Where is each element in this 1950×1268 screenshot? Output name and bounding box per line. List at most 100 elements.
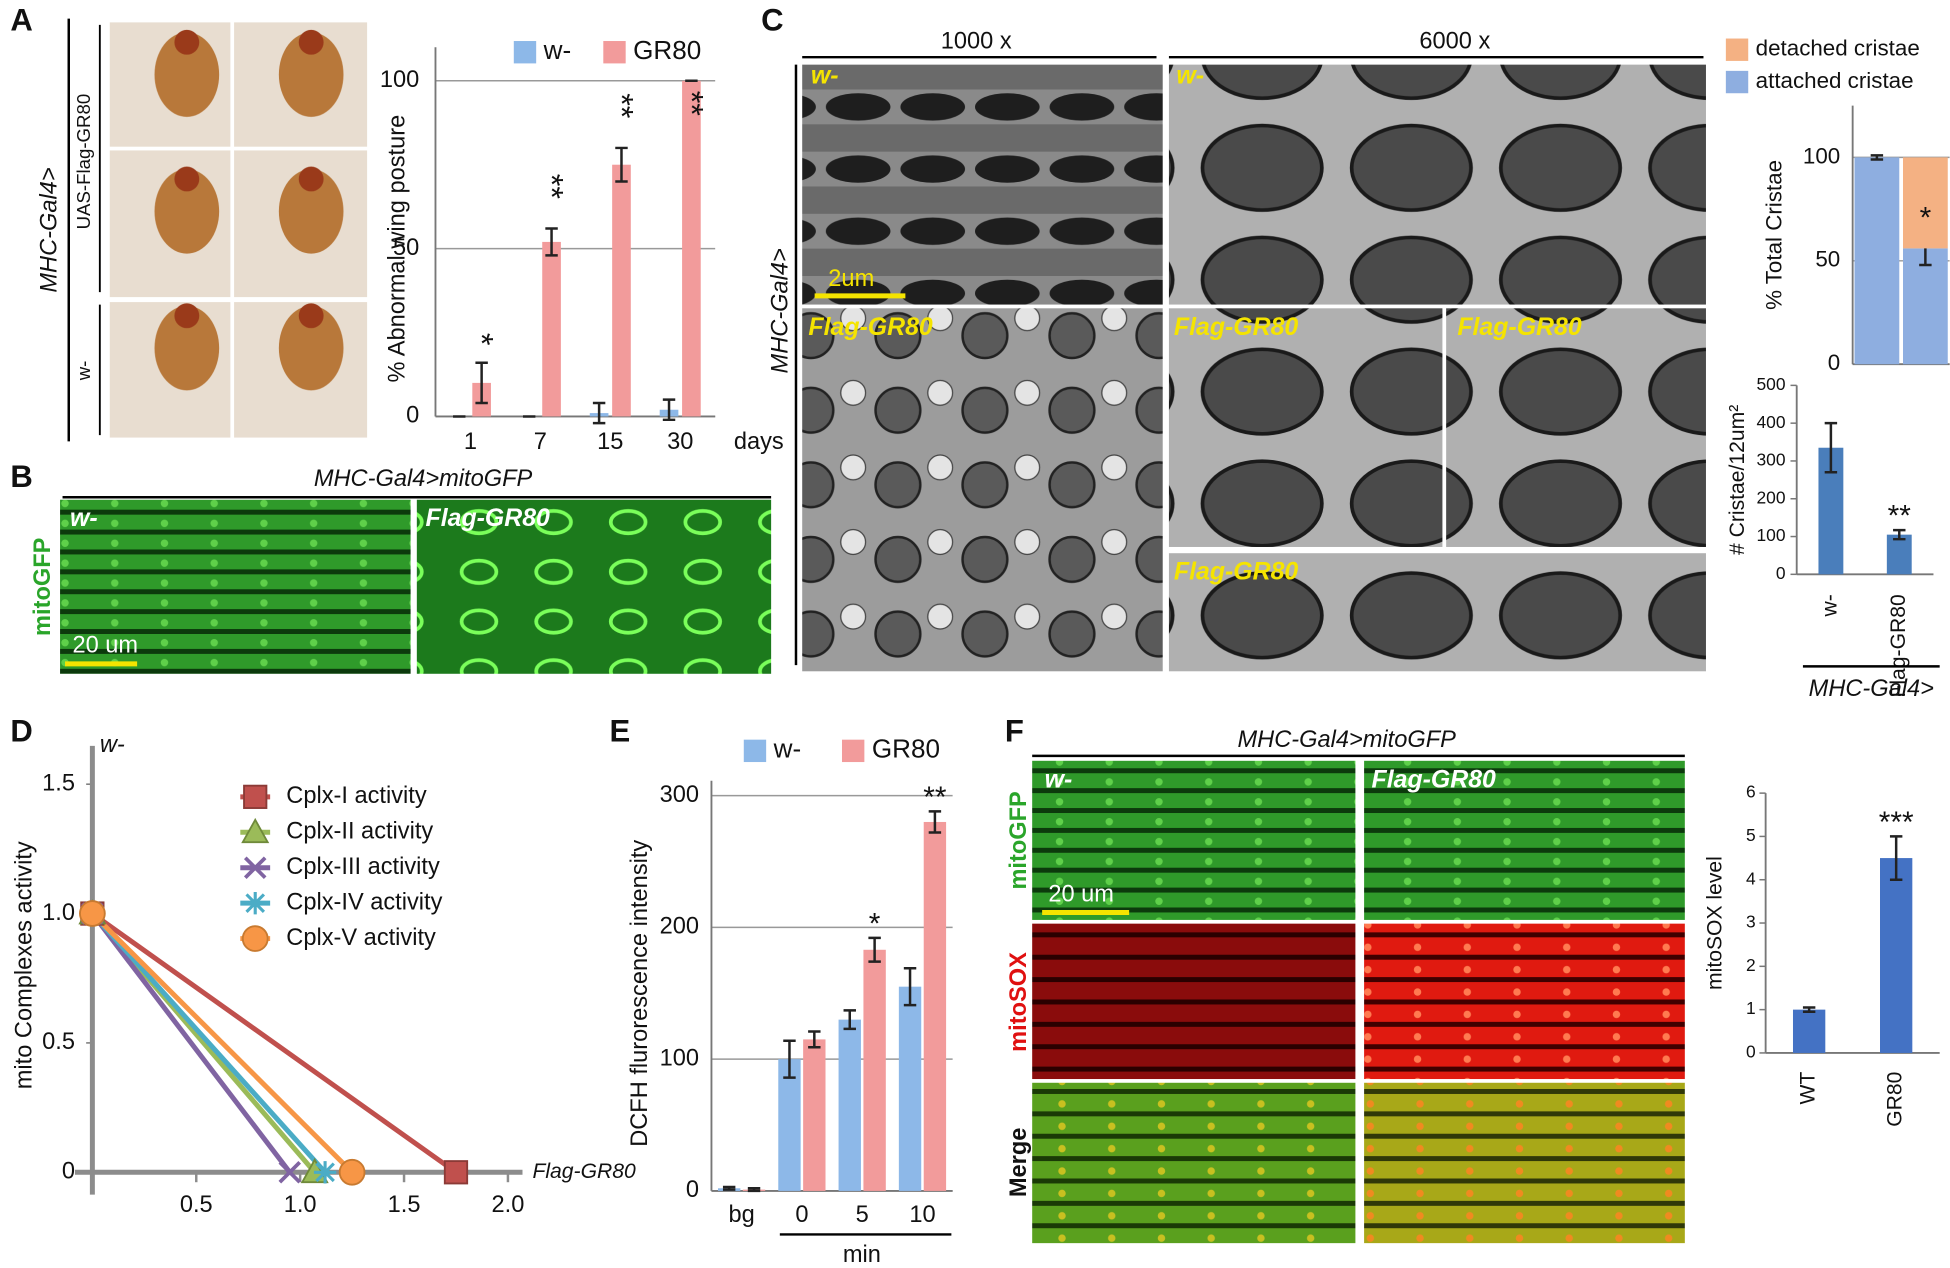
y-axis-label: mito Complexes activity bbox=[11, 841, 37, 1089]
scale-bar-label: 20 um bbox=[1048, 881, 1114, 907]
y-tick-label: 300 bbox=[660, 782, 699, 808]
y-tick-label: 0 bbox=[62, 1159, 75, 1185]
x-tick-label: 10 bbox=[909, 1202, 935, 1228]
bar bbox=[542, 241, 561, 417]
bar bbox=[1854, 157, 1900, 365]
row-label: UAS-Flag-GR80 bbox=[73, 94, 94, 230]
magnification: 6000 x bbox=[1419, 29, 1490, 55]
panel-letter: D bbox=[10, 714, 32, 749]
significance: * bbox=[1920, 201, 1932, 234]
row-label: mitoGFP bbox=[1006, 791, 1032, 889]
marker bbox=[243, 784, 268, 809]
image-label: w- bbox=[811, 62, 839, 90]
y-tick-label: 0 bbox=[406, 403, 419, 429]
legend-label: w- bbox=[543, 35, 572, 65]
error-bar bbox=[592, 401, 606, 425]
legend-label: GR80 bbox=[633, 35, 701, 65]
bar bbox=[1880, 858, 1913, 1053]
genotype-label: MHC-Gal4> bbox=[767, 248, 793, 373]
y-tick-label: 100 bbox=[660, 1045, 699, 1071]
x-axis-label: MHC-Gal4> bbox=[1809, 676, 1934, 702]
marker bbox=[313, 1161, 337, 1184]
genotype-label: MHC-Gal4> bbox=[36, 167, 62, 292]
legend-label: detached cristae bbox=[1756, 36, 1920, 61]
legend-swatch bbox=[1725, 70, 1749, 94]
legend-label: w- bbox=[773, 734, 802, 764]
significance: * bbox=[869, 907, 881, 940]
micrograph bbox=[416, 499, 772, 674]
bar bbox=[612, 164, 631, 417]
panel-title: MHC-Gal4>mitoGFP bbox=[314, 466, 533, 492]
x-tick-label: 7 bbox=[534, 429, 547, 455]
marker bbox=[443, 1160, 469, 1185]
y-tick-label: 2 bbox=[1746, 955, 1756, 975]
bar bbox=[1903, 157, 1948, 249]
legend-label: attached cristae bbox=[1756, 68, 1914, 93]
legend-swatch bbox=[513, 41, 537, 64]
y-tick-label: 0.5 bbox=[42, 1029, 75, 1055]
bar bbox=[863, 949, 886, 1191]
significance: ** bbox=[603, 93, 639, 119]
error-bar bbox=[868, 936, 881, 963]
line bbox=[90, 911, 354, 1175]
significance: *** bbox=[1879, 806, 1914, 839]
significance: ** bbox=[1888, 500, 1912, 533]
image-label: Flag-GR80 bbox=[1174, 558, 1298, 586]
y-tick-label: 3 bbox=[1746, 912, 1756, 932]
y-axis-label: % Abnormal wing posture bbox=[384, 115, 410, 383]
error-bar bbox=[747, 1187, 761, 1193]
x-tick-label: 1 bbox=[464, 429, 477, 455]
bar bbox=[838, 1019, 861, 1191]
error-bar bbox=[1824, 421, 1838, 474]
row-label: w- bbox=[73, 361, 94, 382]
panel-letter: E bbox=[610, 714, 631, 749]
legend-label: Cplx-II activity bbox=[286, 819, 433, 845]
error-bar bbox=[1893, 528, 1906, 541]
image-label: Flag-GR80 bbox=[1372, 765, 1496, 793]
significance: * bbox=[464, 333, 500, 346]
legend-swatch bbox=[743, 739, 767, 763]
x-tick-label: 2.0 bbox=[492, 1192, 525, 1218]
legend-label: Cplx-IV activity bbox=[286, 889, 442, 915]
legend-label: Cplx-III activity bbox=[286, 854, 440, 880]
significance: ** bbox=[923, 781, 947, 814]
y-axis-title: w- bbox=[100, 732, 125, 758]
y-tick-label: 0 bbox=[686, 1177, 699, 1203]
legend-swatch bbox=[841, 739, 865, 763]
marker bbox=[244, 891, 267, 915]
y-tick-label: 100 bbox=[1757, 525, 1786, 545]
legend-label: Cplx-V activity bbox=[286, 925, 436, 951]
error-bar bbox=[1802, 1006, 1816, 1014]
bar bbox=[923, 821, 947, 1191]
panel-letter: B bbox=[10, 459, 32, 494]
legend-label: Cplx-I activity bbox=[286, 783, 427, 809]
bar bbox=[682, 80, 701, 417]
line bbox=[90, 911, 458, 1175]
line bbox=[90, 912, 292, 1174]
image-label: w- bbox=[1176, 62, 1204, 90]
bar bbox=[1886, 534, 1912, 575]
y-tick-label: 50 bbox=[393, 235, 419, 261]
y-tick-label: 400 bbox=[1757, 412, 1786, 432]
x-tick-label: 0.5 bbox=[180, 1192, 213, 1218]
error-bar bbox=[903, 966, 917, 1007]
image-label: Flag-GR80 bbox=[426, 504, 550, 532]
marker bbox=[278, 1161, 302, 1184]
y-tick-label: 50 bbox=[1815, 247, 1840, 272]
em-images bbox=[802, 64, 1706, 672]
magnification: 1000 x bbox=[941, 29, 1012, 55]
x-tick-label: 1.5 bbox=[388, 1192, 421, 1218]
image-label: w- bbox=[1045, 765, 1073, 793]
x-tick-label: w- bbox=[1818, 594, 1841, 617]
image-label: Flag-GR80 bbox=[808, 313, 932, 341]
error-bar bbox=[928, 810, 942, 834]
y-tick-label: 1.0 bbox=[42, 900, 75, 926]
legend-swatch bbox=[1725, 38, 1749, 61]
x-tick-label: bg bbox=[728, 1202, 754, 1228]
x-tick-label: GR80 bbox=[1884, 1072, 1907, 1127]
y-tick-label: 4 bbox=[1746, 868, 1756, 888]
y-tick-label: 1 bbox=[1746, 998, 1756, 1018]
legend-label: GR80 bbox=[872, 734, 940, 764]
y-tick-label: 500 bbox=[1757, 374, 1786, 394]
channel-label: mitoGFP bbox=[30, 538, 56, 636]
